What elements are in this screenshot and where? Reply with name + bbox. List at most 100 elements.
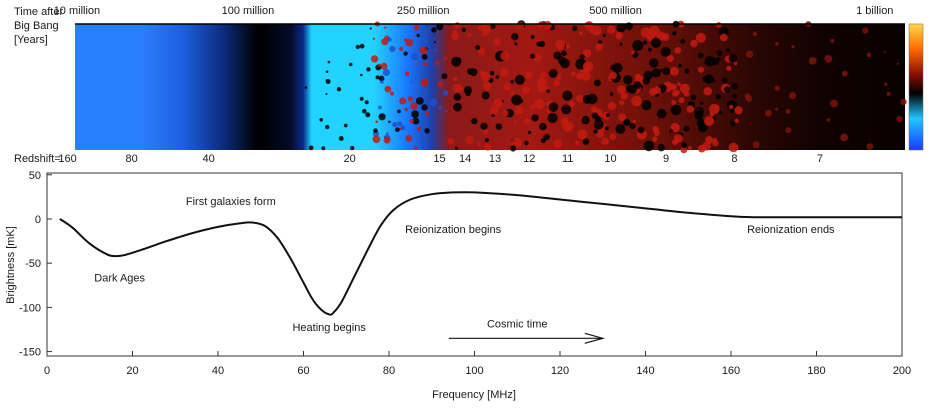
strip-speckle [883,50,886,53]
strip-speckle [670,122,680,133]
strip-speckle [618,113,627,122]
strip-speckle [647,47,652,52]
strip-speckle [413,146,418,150]
strip-speckle [540,71,547,78]
strip-speckle [734,118,739,124]
time-label: 10 million [54,5,100,17]
y-tick-label: -50 [25,258,41,270]
strip-speckle [582,48,592,58]
strip-speckle [399,46,404,52]
strip-speckle [609,92,614,96]
strip-speckle [453,102,462,112]
strip-speckle [355,44,360,50]
strip-speckle [609,133,616,140]
strip-speckle [715,105,720,110]
strip-speckle [543,21,552,30]
strip-speckle [670,104,682,116]
x-axis-title: Frequency [MHz] [432,389,516,401]
strip-speckle [690,94,697,101]
strip-speckle [491,113,495,118]
redshift-label: 160 [58,153,76,165]
strip-speckle [789,92,797,100]
strip-speckle [595,43,603,51]
strip-speckle [632,119,636,124]
x-tick-label: 100 [465,365,483,377]
strip-speckle [690,39,698,48]
redshift-label: 80 [126,153,138,165]
strip-speckle [862,27,869,34]
strip-speckle [489,106,499,116]
y-axis: 50 0 -50 -100 -150 [19,170,52,359]
strip-speckle [591,25,602,36]
strip-speckle [830,38,835,43]
strip-speckle [530,35,535,39]
strip-speckle [700,101,704,105]
strip-speckle [715,93,722,100]
strip-speckle [660,46,671,57]
strip-speckle [734,106,743,115]
x-tick-label: 120 [551,365,569,377]
strip-speckle [697,144,706,153]
brightness-chart: 0 20 40 60 80 100 120 140 160 180 200 50 0 -50 -100 -1… [5,170,911,401]
cosmic-time-arrow [448,332,605,344]
strip-speckle [373,128,378,133]
strip-speckle [721,77,728,84]
strip-speckle [589,29,593,34]
strip-speckle [688,146,692,150]
strip-speckle [568,100,575,108]
strip-speckle [574,140,580,146]
strip-speckle [584,21,594,31]
strip-speckle [384,85,392,93]
strip-speckle [419,46,428,55]
strip-speckle [697,52,704,59]
strip-speckle [375,120,379,123]
strip-speckle [672,139,678,146]
strip-speckle [423,62,428,66]
strip-speckle [681,142,688,149]
strip-speckle [729,104,734,110]
strip-speckle [548,69,558,78]
strip-speckle [453,84,461,93]
strip-speckle [582,94,592,104]
strip-speckle [884,82,888,86]
x-tick-label: 160 [722,365,740,377]
strip-speckle [610,64,616,71]
strip-speckle [653,86,661,95]
strip-speckle [321,146,326,151]
strip-speckle [511,33,519,41]
strip-speckle [484,143,492,151]
strip-speckle [774,85,780,91]
strip-speckle [728,54,738,63]
annotation-label: First galaxies form [186,196,276,208]
strip-speckle [697,122,708,133]
strip-speckle [467,32,472,37]
strip-speckle [697,66,705,73]
strip-speckle [416,126,421,131]
x-tick-label: 200 [893,365,911,377]
strip-speckle [840,133,849,142]
strip-speckle [728,142,739,153]
strip-speckle [672,90,679,97]
strip-speckle [452,76,458,82]
strip-speckle [319,118,324,122]
strip-speckle [582,61,594,72]
strip-speckle [678,97,685,104]
strip-speckle [680,38,686,44]
strip-speckle [433,41,436,44]
strip-speckle [572,25,578,31]
strip-speckle [726,48,731,52]
strip-speckle [652,125,659,133]
strip-speckle [631,51,635,55]
time-label: 100 million [222,5,275,17]
strip-speckle [372,135,381,144]
strip-speckle [380,62,388,70]
strip-speckle [509,90,515,96]
strip-speckle [503,83,511,91]
strip-speckle [375,75,380,80]
strip-speckle [531,114,539,122]
strip-speckle [631,95,642,107]
strip-speckle [615,124,626,134]
strip-speckle [378,113,386,121]
strip-speckle [609,72,617,80]
strip-speckle [565,43,571,49]
